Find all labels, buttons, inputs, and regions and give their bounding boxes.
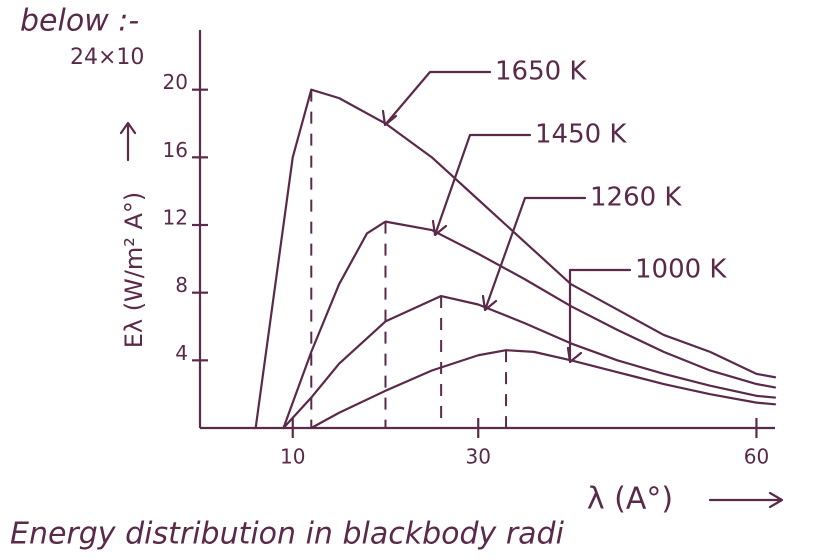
y-tick-label: 20 [163, 70, 188, 94]
curve [283, 296, 775, 428]
curve [311, 350, 775, 428]
y-tick-label: 4 [175, 341, 188, 365]
x-axis-label: λ (A°) [587, 482, 673, 517]
label-arrow [383, 72, 490, 125]
series-label: 1260 K [590, 183, 682, 213]
chart: below :- 24×10 Eλ (W/m² A°) λ (A°) Energ… [0, 0, 835, 560]
series-label: 1450 K [535, 120, 627, 150]
y-tick-label: 16 [163, 138, 188, 162]
label-arrow [433, 135, 530, 235]
x-arrow [710, 493, 782, 507]
axis-note: 24×10 [70, 45, 144, 70]
caption: Energy distribution in blackbody radi [10, 517, 565, 552]
y-tick-label: 12 [163, 206, 188, 230]
y-arrow [121, 123, 135, 160]
series-label: 1650 K [495, 57, 587, 87]
y-tick-label: 8 [175, 273, 188, 297]
x-tick-label: 10 [280, 445, 305, 469]
series-label: 1000 K [635, 255, 727, 285]
x-tick-label: 60 [744, 445, 769, 469]
x-tick-label: 30 [465, 445, 490, 469]
label-arrow [568, 270, 630, 362]
heading: below :- [20, 4, 139, 39]
y-axis-label: Eλ (W/m² A°) [120, 192, 148, 349]
